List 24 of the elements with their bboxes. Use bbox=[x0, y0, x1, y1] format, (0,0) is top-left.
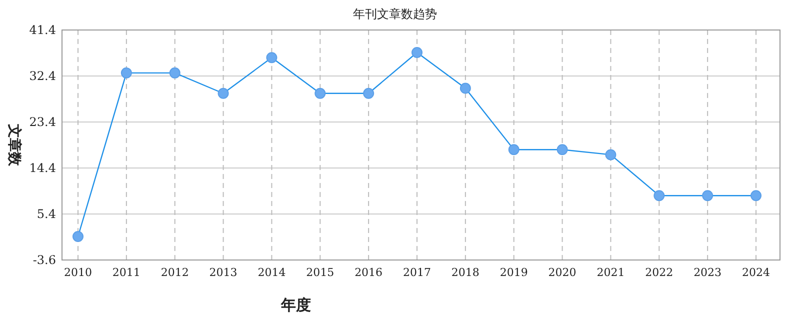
x-tick-label: 2022 bbox=[645, 266, 674, 279]
x-tick-label: 2020 bbox=[548, 266, 576, 279]
y-tick-label: -3.6 bbox=[32, 253, 56, 267]
x-tick-label: 2018 bbox=[451, 266, 480, 279]
y-tick-label: 23.4 bbox=[29, 115, 56, 129]
x-tick-label: 2024 bbox=[742, 266, 770, 279]
y-tick-label: 41.4 bbox=[29, 23, 56, 37]
y-tick-label: 5.4 bbox=[36, 207, 56, 221]
x-tick-label: 2023 bbox=[694, 266, 722, 279]
x-axis-title: 年度 bbox=[280, 296, 311, 314]
x-tick-label: 2021 bbox=[596, 266, 625, 279]
x-tick-label: 2016 bbox=[354, 266, 383, 279]
x-tick-label: 2014 bbox=[258, 266, 286, 279]
y-tick-label: 32.4 bbox=[29, 69, 56, 83]
chart-title: 年刊文章数趋势 bbox=[353, 7, 437, 21]
y-tick-label: 14.4 bbox=[29, 161, 56, 175]
y-axis-title: 文章数 bbox=[6, 123, 23, 167]
x-tick-label: 2010 bbox=[64, 266, 92, 279]
x-tick-label: 2015 bbox=[306, 266, 334, 279]
x-tick-label: 2019 bbox=[500, 266, 528, 279]
x-tick-label: 2011 bbox=[112, 266, 140, 279]
x-tick-label: 2017 bbox=[403, 266, 431, 279]
x-tick-label: 2012 bbox=[160, 266, 189, 279]
x-tick-label: 2013 bbox=[209, 266, 238, 279]
